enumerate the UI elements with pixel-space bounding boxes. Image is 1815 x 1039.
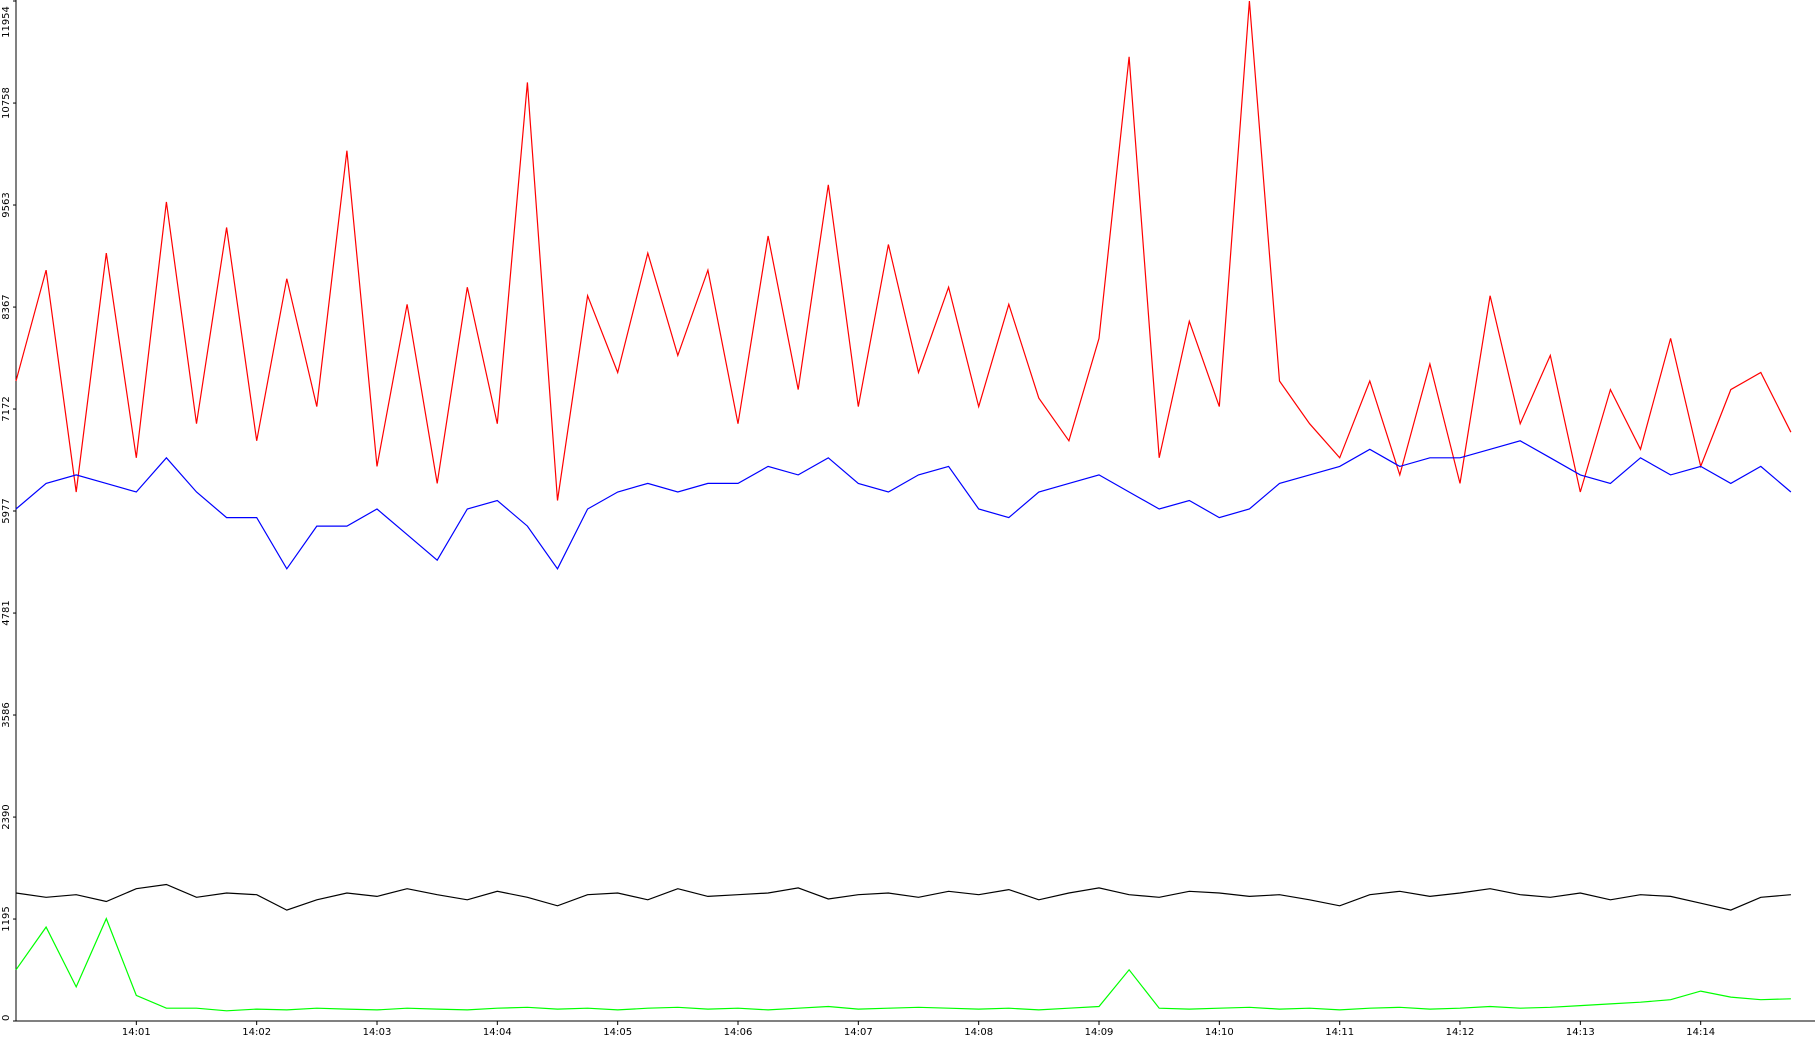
x-tick-label: 14:14	[1686, 1027, 1715, 1038]
x-tick-label: 14:03	[363, 1027, 392, 1038]
y-tick-label: 2390	[1, 804, 12, 829]
y-tick-label: 10758	[1, 87, 12, 119]
y-tick-label: 7172	[1, 396, 12, 421]
series-line	[15, 440, 1792, 570]
x-tick-label: 14:02	[242, 1027, 271, 1038]
x-tick-label: 14:10	[1205, 1027, 1234, 1038]
x-tick-label: 14:09	[1085, 1027, 1114, 1038]
y-tick-label: 3586	[1, 702, 12, 727]
y-tick-label: 5977	[1, 498, 12, 523]
x-tick-label: 14:11	[1325, 1027, 1354, 1038]
x-tick-label: 14:13	[1566, 1027, 1595, 1038]
x-tick-label: 14:01	[122, 1027, 151, 1038]
y-tick-label: 8367	[1, 294, 12, 319]
x-tick-label: 14:08	[964, 1027, 993, 1038]
y-tick-label: 0	[1, 1015, 12, 1021]
x-tick-label: 14:06	[724, 1027, 753, 1038]
series-line	[15, 917, 1791, 1012]
y-tick-label: 9563	[1, 192, 12, 217]
y-tick-label: 4781	[1, 600, 12, 625]
y-tick-label: 11954	[1, 6, 12, 38]
series-line	[15, 883, 1791, 911]
x-tick-label: 14:05	[603, 1027, 632, 1038]
x-tick-label: 14:12	[1446, 1027, 1475, 1038]
x-tick-label: 14:07	[844, 1027, 873, 1038]
y-tick-label: 1195	[1, 906, 12, 931]
x-tick-label: 14:04	[483, 1027, 512, 1038]
series-line	[15, 0, 1792, 501]
